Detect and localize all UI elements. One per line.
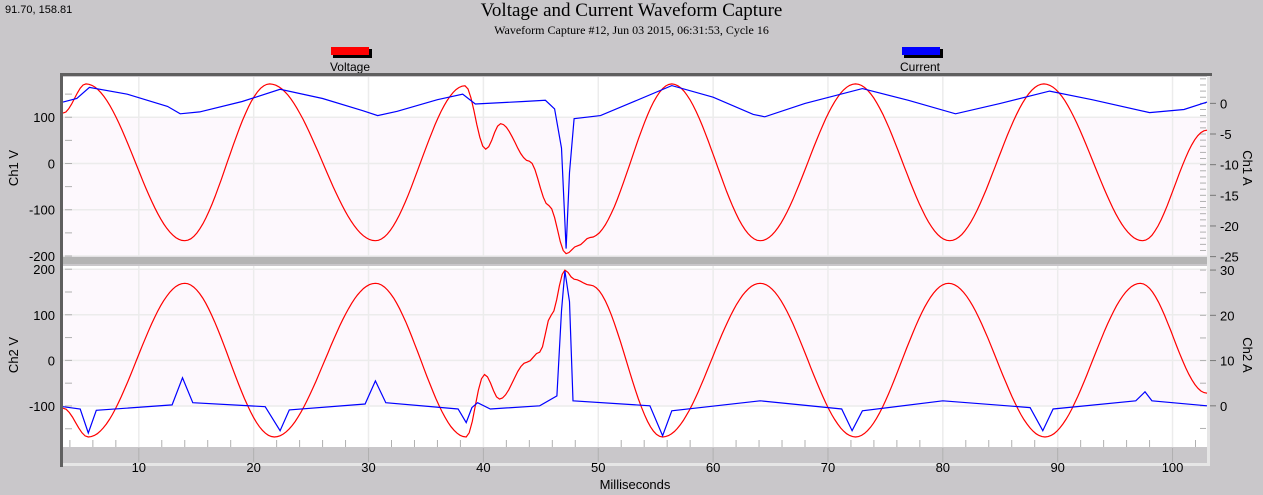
x-axis-tick-label: 40: [476, 460, 490, 475]
left-axis-tick-label: 0: [48, 156, 55, 171]
x-axis-tick-label: 30: [361, 460, 375, 475]
plot-frame-top: [60, 73, 1212, 76]
right-axis-tick-label: 20: [1220, 308, 1234, 323]
x-axis-tick-label: 70: [821, 460, 835, 475]
x-axis-tick-label: 20: [246, 460, 260, 475]
x-axis-tick-label: 90: [1050, 460, 1064, 475]
right-axis-tick-label: 30: [1220, 263, 1234, 278]
x-axis-tick-label: 10: [132, 460, 146, 475]
left-axis-tick-label: 0: [48, 353, 55, 368]
panel-2-left-axis-label: Ch2 V: [6, 337, 21, 373]
x-axis-tick-label: 50: [591, 460, 605, 475]
panel-1-left-axis-label: Ch1 V: [6, 150, 21, 186]
legend-swatch-current: [902, 47, 940, 55]
left-axis-tick-label: -100: [29, 203, 55, 218]
cursor-coordinate-readout: 91.70, 158.81: [5, 4, 73, 16]
legend-swatch-voltage: [331, 47, 369, 55]
right-axis-tick-label: 0: [1220, 399, 1227, 414]
right-axis-tick-label: -10: [1220, 158, 1239, 173]
right-axis-tick-label: 10: [1220, 354, 1234, 369]
x-axis-tick-label: 80: [936, 460, 950, 475]
series-line-current-panel-2: [62, 270, 1208, 438]
legend-entry-current[interactable]: Current: [900, 47, 943, 74]
right-axis-tick-label: -15: [1220, 188, 1239, 203]
legend-entry-voltage[interactable]: Voltage: [330, 47, 372, 74]
panel-2: -100 0 100 200 0 10 20 30: [29, 262, 1234, 447]
left-axis-tick-label: 200: [33, 262, 55, 277]
legend-label-current: Current: [900, 60, 941, 74]
chart-title: Voltage and Current Waveform Capture: [480, 0, 783, 21]
chart-subtitle: Waveform Capture #12, Jun 03 2015, 06:31…: [494, 23, 769, 37]
plot-shaded-band: [63, 117, 1207, 256]
panel-1: -200 -100 0 100 -25 -20 -15 -10 -5 0: [29, 77, 1239, 265]
right-axis-tick-label: -20: [1220, 219, 1239, 234]
left-axis-tick-label: -200: [29, 249, 55, 264]
plot-frame-bottom: [63, 463, 1210, 466]
series-line-voltage-panel-2: [62, 269, 1208, 438]
plot-frame-left: [60, 73, 63, 467]
plot-shaded-band: [63, 269, 1207, 406]
series-line-current-panel-1: [62, 84, 1208, 249]
left-axis-tick-label: 100: [33, 308, 55, 323]
right-axis-tick-label: -5: [1220, 127, 1232, 142]
panel-divider: [63, 257, 1207, 264]
right-axis-tick-label: -25: [1220, 250, 1239, 265]
plot-frame-right: [1207, 76, 1210, 466]
left-axis-tick-label: -100: [29, 399, 55, 414]
legend-label-voltage: Voltage: [330, 60, 370, 74]
x-axis-tick-label: 60: [706, 460, 720, 475]
panel-1-right-axis-label: Ch1 A: [1240, 150, 1255, 186]
panel-2-right-axis-label: Ch2 A: [1240, 337, 1255, 373]
left-axis-tick-label: 100: [33, 110, 55, 125]
right-axis-tick-label: 0: [1220, 96, 1227, 111]
legend: Voltage Current: [330, 47, 943, 74]
x-axis-label: Milliseconds: [600, 477, 671, 492]
x-axis-tick-label: 100: [1162, 460, 1184, 475]
